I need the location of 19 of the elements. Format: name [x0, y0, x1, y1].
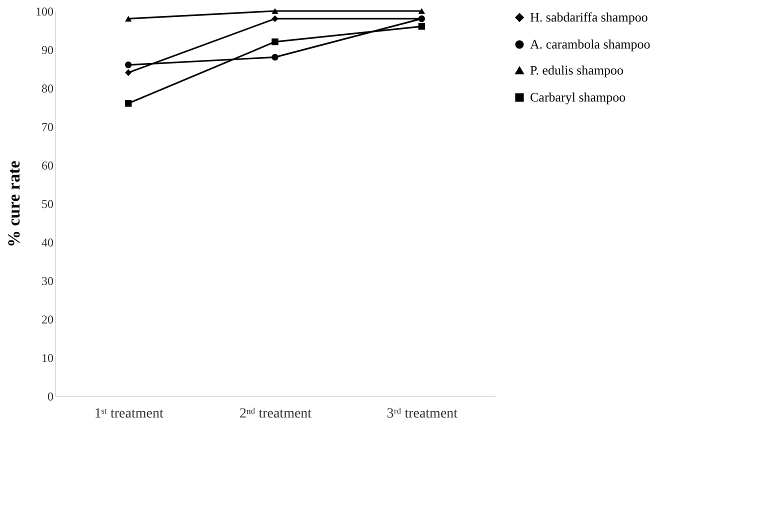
y-tick-label: 20 [42, 312, 54, 326]
y-tick-label: 90 [42, 43, 54, 57]
x-tick-label: 2ⁿᵈ treatment [239, 406, 312, 422]
y-tick-label: 80 [42, 82, 54, 96]
x-tick-label: 3ʳᵈ treatment [386, 406, 458, 422]
y-tick-label: 10 [42, 351, 54, 365]
legend-label: A. carambola shampoo [530, 36, 650, 52]
y-tick-label: 100 [36, 4, 54, 18]
legend-label: P. edulis shampoo [530, 62, 624, 78]
y-tick-label: 40 [42, 236, 54, 250]
y-tick-label: 70 [42, 120, 54, 134]
x-tick-label: 1ˢᵗ treatment [94, 406, 164, 422]
legend-label: H. sabdariffa shampoo [530, 10, 648, 24]
y-tick-label: 60 [42, 158, 54, 172]
y-tick-label: 50 [42, 197, 54, 211]
y-axis-title: % cure rate [4, 160, 24, 248]
y-tick-label: 30 [42, 274, 54, 288]
legend-label: Carbaryl shampoo [530, 90, 626, 104]
y-tick-label: 0 [48, 390, 54, 404]
